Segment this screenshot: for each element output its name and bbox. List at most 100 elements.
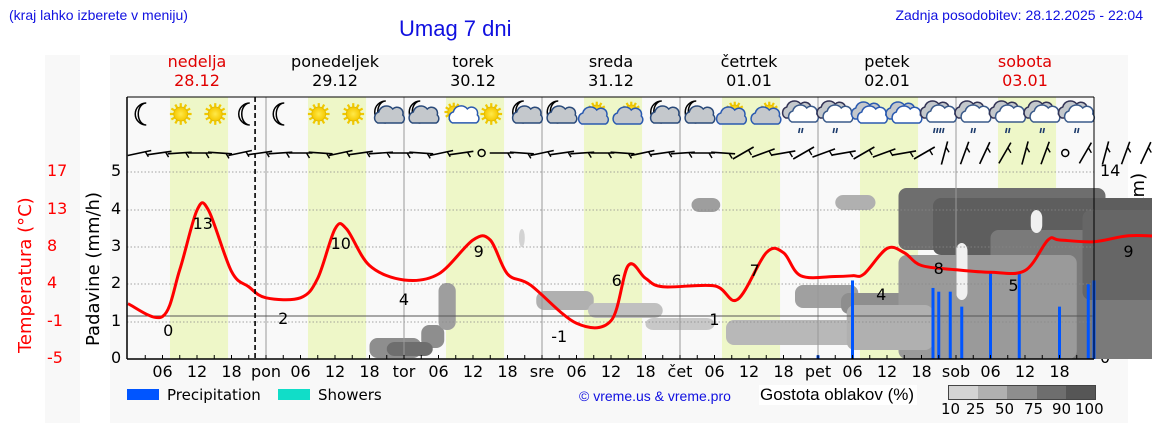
last-update: Zadnja posodobitev: 28.12.2025 - 22:04 [895,7,1143,23]
sun-small-cloud-icon [444,102,480,124]
day-name: sobota [997,52,1053,71]
density-tick: 50 [995,400,1015,418]
day-name: sreda [588,52,634,71]
svg-text:4: 4 [876,285,886,304]
precip-tick: 3 [111,236,122,255]
day-date: 28.12 [174,71,220,90]
precip-tick: 2 [111,273,122,292]
moon-cloud-icon [511,100,544,124]
day-header: ponedeljek 29.12 [275,52,395,90]
svg-text:0: 0 [163,321,173,340]
svg-text:8: 8 [934,259,944,278]
showers-legend-label: Showers [318,386,382,404]
precip-tick: 0 [111,348,122,367]
copyright-link[interactable]: © vreme.us & vreme.pro [579,388,731,404]
moon-cloud-icon [649,100,682,124]
location-hint: (kraj lahko izberete v meniju) [9,7,188,23]
svg-text:10: 10 [331,234,351,253]
svg-text:5: 5 [1008,276,1018,295]
moon-icon [238,102,250,126]
svg-text:9: 9 [474,242,484,261]
x-tick-label: tor [393,362,416,381]
moon-cloud-icon [684,100,716,124]
cloud-density-layer [369,188,1152,359]
wind-barbs [127,141,1152,165]
x-tick-label: 18 [1049,362,1069,381]
precip-tick: 5 [111,161,122,180]
x-tick-label: 12 [1015,362,1035,381]
density-75-90 [1036,386,1066,399]
sun-icon [169,103,192,125]
temperature-line [127,201,1152,330]
x-tick-label: 06 [566,362,586,381]
cloud-icon [885,101,923,124]
x-tick-label: 06 [152,362,172,381]
temp-tick: 13 [47,199,68,218]
x-axis-ticks: 06 12 18 pon 06 12 18 tor 06 12 18 sre 06 12 18 čet 06 12… [144,355,1095,381]
sun-icon [204,103,227,125]
moon-cloud-icon [408,100,440,124]
svg-text:1: 1 [709,310,719,329]
svg-text:-1: -1 [551,327,567,346]
day-date: 29.12 [312,71,358,90]
day-header: četrtek 01.01 [689,52,809,90]
day-header: nedelja 28.12 [137,52,257,90]
sun-cloud-icon [612,101,644,125]
svg-text:7: 7 [750,261,760,280]
moon-icon [134,102,147,126]
x-tick-label: 12 [463,362,483,381]
density-50-75 [1007,386,1037,399]
day-date: 01.01 [726,71,772,90]
sun-icon [480,103,503,125]
density-25-50 [978,386,1008,399]
temp-tick: 17 [47,161,68,180]
rain-cloud-icon [954,100,992,134]
x-tick-label: 12 [877,362,897,381]
x-tick-label: 06 [704,362,724,381]
moon-icon [272,102,285,126]
sun-icon [342,103,365,125]
showers-legend-swatch [278,389,310,400]
x-tick-label: 12 [601,362,621,381]
x-tick-label: 18 [221,362,241,381]
day-name: ponedeljek [291,52,379,71]
sun-cloud-icon [577,101,610,125]
day-header: petek 02.01 [827,52,947,90]
cloud-density-scale [948,385,1096,400]
density-tick: 25 [966,400,986,418]
x-tick-label: 12 [325,362,345,381]
day-name: petek [864,52,910,71]
x-tick-label: 18 [359,362,379,381]
x-tick-label: 18 [773,362,793,381]
moon-cloud-icon [373,100,406,124]
day-date: 30.12 [450,71,496,90]
density-tick: 90 [1052,400,1072,418]
svg-text:6: 6 [612,271,622,290]
weather-icons [134,100,1096,134]
day-date: 02.01 [864,71,910,90]
x-tick-label: 06 [428,362,448,381]
x-tick-label: 12 [739,362,759,381]
precipitation-legend-label: Precipitation [167,386,261,404]
cloud-icon [850,101,889,124]
density-tick: 10 [941,400,961,418]
x-tick-label: pon [251,362,281,381]
x-tick-label: 12 [187,362,207,381]
day-name: nedelja [167,52,227,71]
precipitation-legend-swatch [127,389,159,400]
x-tick-label: sre [530,362,554,381]
day-name: četrtek [720,52,778,71]
sun-cloud-icon [750,101,782,125]
x-tick-label: 06 [290,362,310,381]
svg-text:13: 13 [193,214,213,233]
density-tick: 100 [1075,400,1104,418]
day-date: 03.01 [1002,71,1048,90]
day-date: 31.12 [588,71,634,90]
cloud-density-label: Gostota oblakov (%) [759,385,918,405]
page-title: Umag 7 dni [399,16,512,41]
heavy-rain-cloud-icon [919,100,958,134]
day-name: torek [452,52,494,71]
precip-tick: 4 [111,199,122,218]
cloud-tick: 14 [1100,161,1121,180]
